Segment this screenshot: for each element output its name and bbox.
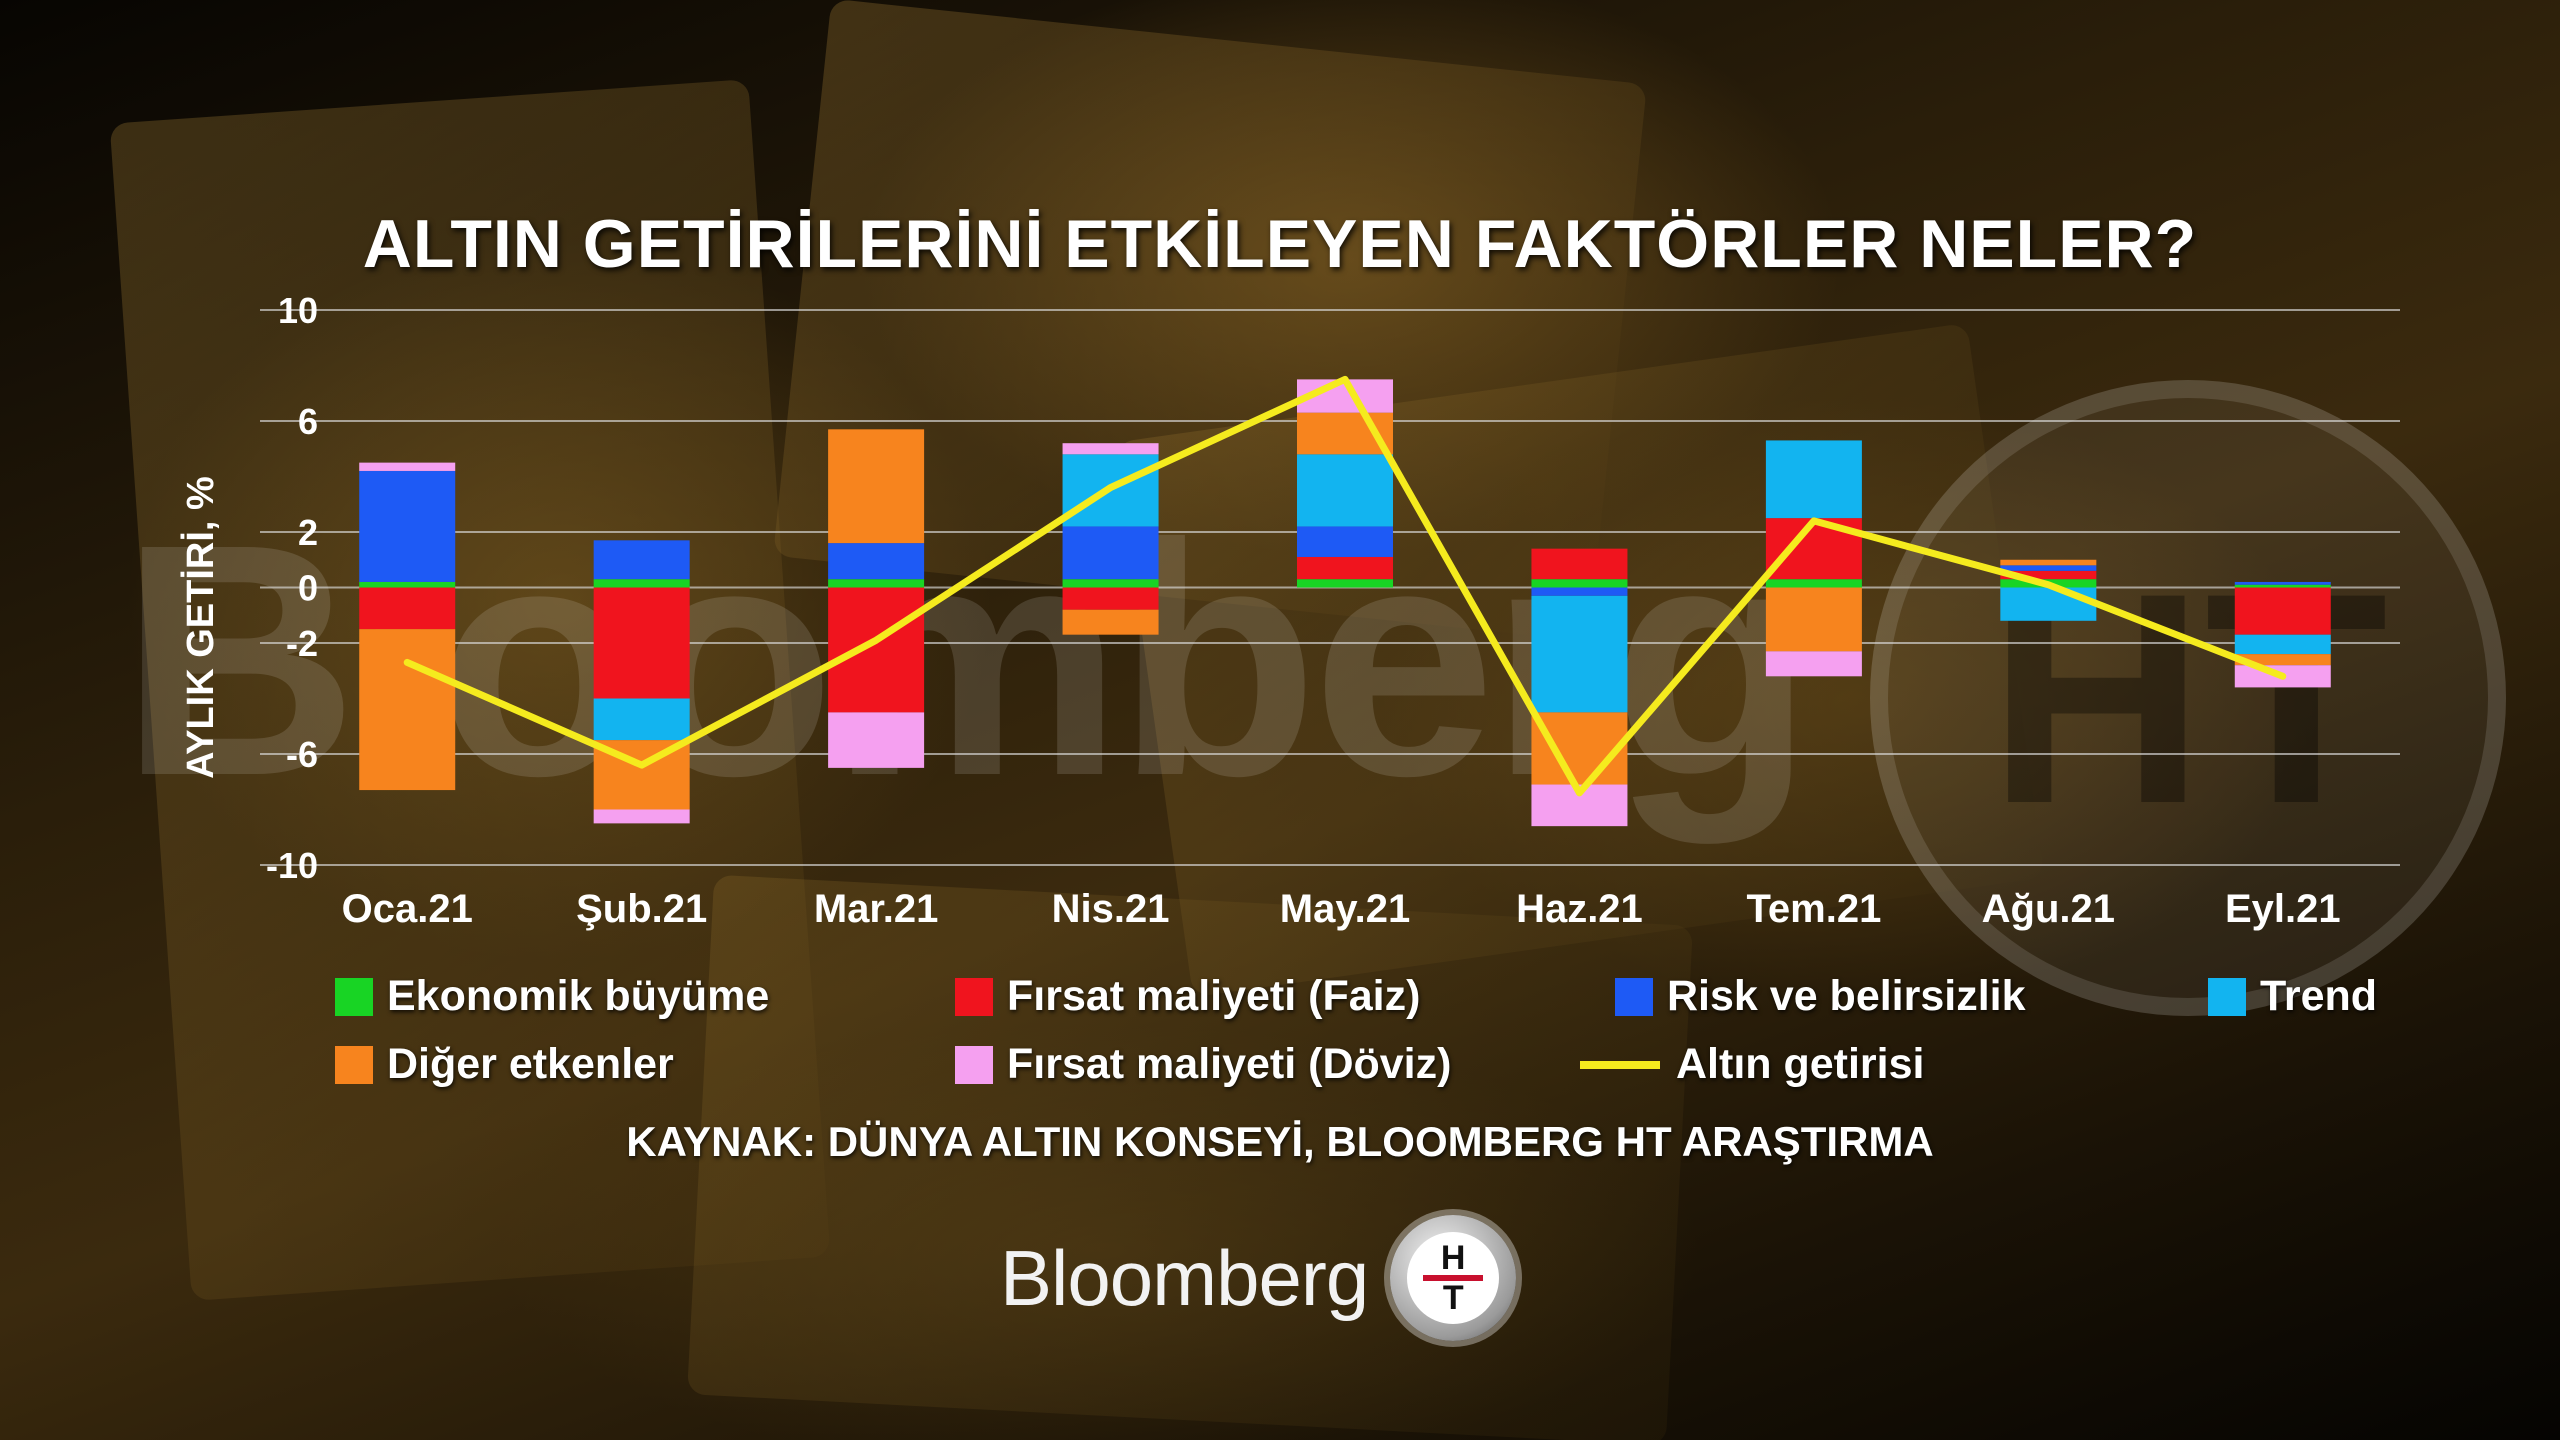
bar-segment	[1297, 579, 1393, 588]
bar-segment	[359, 629, 456, 791]
bar-segment	[1531, 587, 1628, 596]
x-tick-label: Ağu.21	[1982, 887, 2115, 931]
bar-segment	[2000, 559, 2097, 566]
x-tick-label: Haz.21	[1516, 887, 1643, 931]
bar-segment	[1531, 579, 1628, 588]
bar-segment	[1297, 556, 1393, 580]
line-point	[1810, 517, 1817, 524]
source-note: KAYNAK: DÜNYA ALTIN KONSEYİ, BLOOMBERG H…	[626, 1118, 1934, 1165]
bar-segment	[1531, 712, 1628, 785]
line-point	[638, 762, 645, 769]
bar-segment	[828, 587, 925, 713]
bar-segment	[2234, 584, 2331, 588]
badge-letter-top: H	[1440, 1239, 1466, 1277]
bar-segment	[828, 712, 925, 768]
bar-segment	[359, 462, 456, 471]
bar-segment	[593, 809, 690, 824]
y-tick-label: 2	[298, 512, 318, 553]
line-point	[2045, 581, 2052, 588]
axis-labels: 10 6 2 0 -2 -6 -10 AYLIK GETİRİ, % Oca.21 Şub.21 M…	[180, 290, 2341, 931]
bar-segment	[2000, 570, 2097, 580]
bar-segment	[1062, 443, 1159, 455]
bar-segment	[1062, 526, 1159, 580]
bar-segment	[2234, 587, 2331, 635]
bar-segment	[828, 429, 925, 544]
bar-segment	[1765, 440, 1862, 519]
ht-badge-icon: H T	[1390, 1215, 1517, 1341]
bar-segment	[1765, 651, 1862, 677]
bar-segment	[1062, 579, 1159, 588]
bar-segment	[1531, 548, 1628, 580]
y-tick-label: 6	[298, 401, 318, 442]
bar-segment	[359, 587, 456, 630]
bar-segment	[828, 543, 925, 580]
x-tick-label: Oca.21	[342, 887, 473, 931]
bar-segment	[1062, 609, 1159, 635]
bar-segment	[1297, 526, 1393, 557]
bar-segment	[2234, 634, 2331, 655]
y-tick-label: 0	[298, 568, 318, 609]
bar-segment	[2234, 654, 2331, 666]
x-tick-label: Mar.21	[814, 887, 939, 931]
line-point	[1342, 376, 1348, 383]
x-tick-label: Şub.21	[576, 887, 707, 931]
x-tick-label: May.21	[1280, 887, 1410, 931]
bar-segment	[593, 540, 690, 580]
bar-segment	[593, 587, 690, 699]
bar-segment	[2000, 587, 2097, 621]
line-point	[2279, 673, 2286, 680]
line-point	[404, 659, 411, 666]
bar-segment	[1531, 595, 1628, 713]
line-point	[873, 637, 880, 644]
bar-segment	[359, 581, 456, 588]
bar-segment	[593, 698, 690, 741]
line-point	[1576, 789, 1583, 796]
y-tick-label: -2	[286, 623, 318, 664]
brand-wordmark: Bloomberg	[1000, 1233, 1369, 1322]
gold-return-line	[403, 375, 2287, 797]
bar-segment	[2000, 565, 2097, 571]
bar-segment	[2234, 581, 2331, 585]
y-tick-label: -10	[266, 845, 318, 886]
bar-segment	[1765, 579, 1862, 588]
x-tick-label: Nis.21	[1052, 887, 1170, 931]
stacked-bars	[359, 379, 2331, 827]
bloomberg-ht-logo: Bloomberg H T	[1000, 1215, 1517, 1341]
x-tick-label: Eyl.21	[2225, 887, 2341, 931]
bar-segment	[1297, 454, 1393, 527]
badge-letter-bottom: T	[1442, 1279, 1464, 1317]
bar-segment	[1765, 587, 1862, 652]
bar-segment	[828, 579, 925, 588]
y-tick-label: 10	[278, 290, 318, 331]
bar-segment	[1062, 587, 1159, 610]
line-point	[1107, 484, 1114, 491]
bar-segment	[359, 470, 456, 582]
bar-segment	[593, 579, 690, 588]
x-tick-label: Tem.21	[1746, 887, 1881, 931]
y-tick-label: -6	[286, 734, 318, 775]
y-axis-title: AYLIK GETİRİ, %	[180, 476, 222, 779]
chart-title: ALTIN GETİRİLERİNİ ETKİLEYEN FAKTÖRLER N…	[362, 206, 2198, 282]
